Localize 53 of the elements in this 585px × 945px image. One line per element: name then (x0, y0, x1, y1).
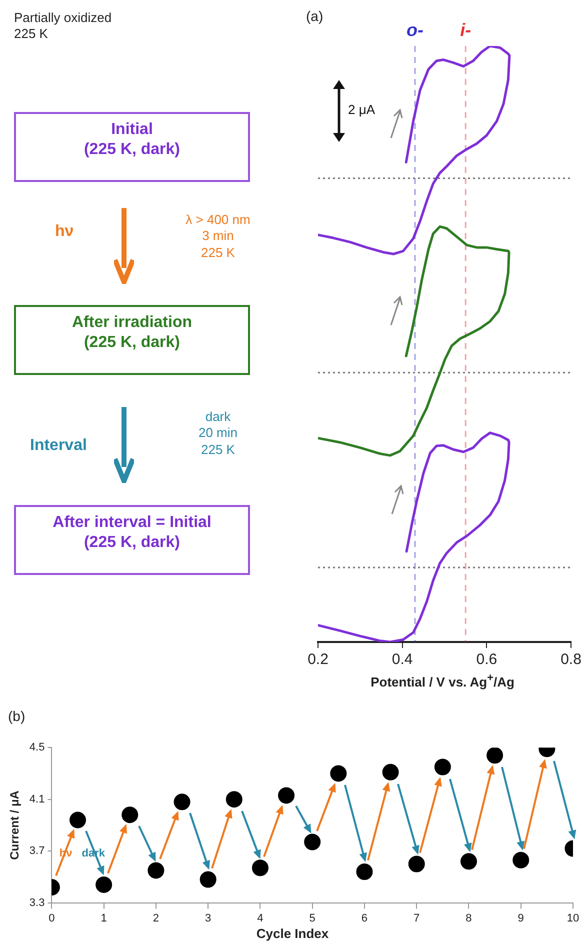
x-tick-label: 4 (257, 912, 264, 924)
x-tick-label: 3 (205, 912, 212, 924)
point (122, 806, 138, 824)
x-tick-label: 6 (361, 912, 368, 924)
x-tick-label: 0.2 (308, 651, 328, 668)
text: hν (55, 222, 75, 242)
x-tick-label: 0.6 (476, 651, 498, 668)
ref-line-label: i- (460, 20, 472, 40)
x-tick-label: 2 (152, 912, 160, 924)
annotation: 2 μA (348, 102, 376, 118)
point (252, 860, 268, 876)
point (70, 812, 86, 828)
y-tick-label: 4.1 (29, 793, 45, 806)
point (278, 787, 295, 804)
chart-title: (a) (306, 8, 324, 24)
point (226, 791, 242, 808)
x-tick-label: 8 (466, 912, 472, 924)
text: dark 20 min 225 K (197, 409, 239, 458)
x-tick-label: 0.8 (560, 651, 582, 668)
text: Interval (30, 436, 88, 456)
x-tick-label: 1 (100, 912, 107, 924)
point (174, 794, 190, 810)
ref-line-label: o- (406, 20, 424, 40)
point (408, 856, 425, 872)
text: After irradiation (225 K, dark) (14, 305, 250, 375)
text: After interval = Initial (225 K, dark) (14, 505, 250, 575)
y-tick-label: 3.3 (29, 896, 45, 909)
point (148, 862, 164, 879)
x-axis-title: Potential / V vs. Ag$^{+}$/Ag (370, 672, 516, 690)
y-tick-label: 4.5 (29, 742, 45, 754)
point (304, 834, 321, 850)
x-axis-title: Cycle Index (255, 926, 330, 941)
point (434, 758, 451, 776)
text: λ > 400 nm 3 min 225 K (184, 212, 252, 261)
x-tick-label: 9 (518, 912, 524, 924)
point (512, 852, 530, 868)
y-tick-label: 3.7 (29, 845, 45, 858)
point (356, 864, 373, 880)
point (382, 764, 399, 780)
x-tick-label: 7 (414, 912, 420, 924)
text: Partially oxidized 225 K (14, 10, 113, 42)
y-axis-title: Current / μA (8, 790, 22, 860)
x-tick-label: 5 (309, 912, 316, 924)
x-tick-label: 0 (48, 912, 55, 924)
point (486, 748, 504, 764)
text: Initial (225 K, dark) (14, 112, 250, 182)
point (460, 853, 477, 870)
point (200, 871, 216, 888)
chart-title: (b) (8, 708, 26, 724)
point (96, 876, 112, 893)
x-tick-label: 10 (566, 912, 580, 924)
x-tick-label: 0.4 (392, 651, 413, 668)
point (330, 765, 347, 782)
